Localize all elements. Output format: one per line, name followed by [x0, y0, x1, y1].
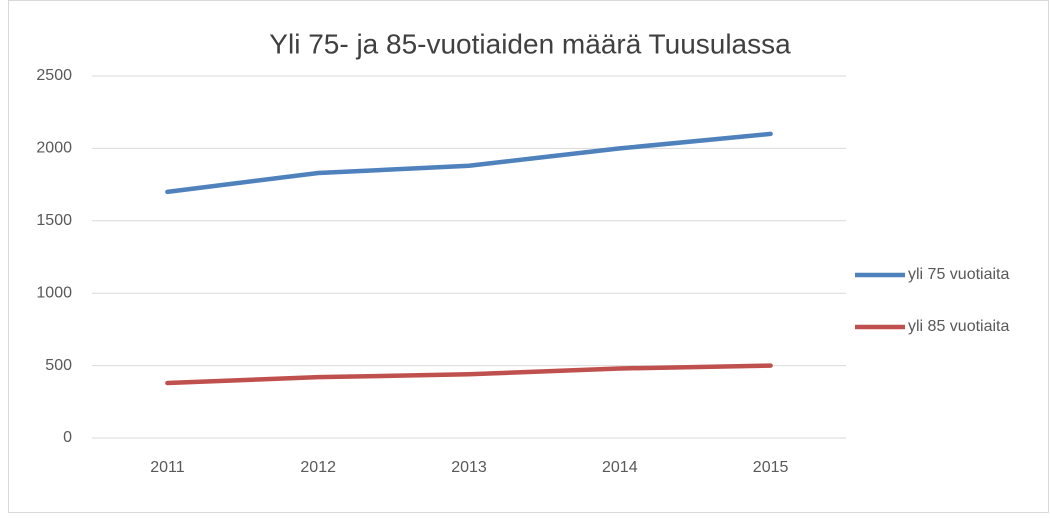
chart-border: [8, 0, 1049, 513]
x-tick-label: 2012: [300, 459, 336, 476]
x-tick-label: 2014: [602, 459, 638, 476]
legend-label: yli 85 vuotiaita: [908, 318, 1009, 335]
chart-title: Yli 75- ja 85-vuotiaiden määrä Tuusulass…: [269, 28, 791, 59]
legend-label: yli 75 vuotiaita: [908, 266, 1009, 283]
data-line: [165, 131, 773, 195]
y-tick-label: 0: [63, 429, 72, 446]
y-tick-label: 1000: [36, 284, 72, 301]
x-tick-label: 2013: [451, 459, 487, 476]
y-tick-label: 2500: [36, 67, 72, 84]
x-tick-label: 2015: [753, 459, 789, 476]
x-tick-label: 2011: [150, 459, 185, 476]
y-tick-label: 500: [45, 357, 72, 374]
data-line: [165, 363, 773, 386]
y-tick-label: 1500: [36, 212, 72, 229]
y-tick-label: 2000: [36, 140, 72, 157]
